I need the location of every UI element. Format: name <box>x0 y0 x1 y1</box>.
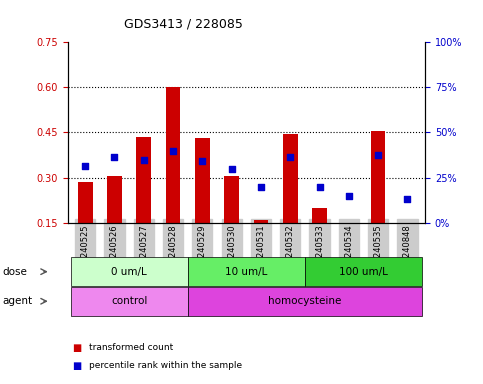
Text: GDS3413 / 228085: GDS3413 / 228085 <box>124 17 243 30</box>
Bar <box>254 220 268 223</box>
Text: transformed count: transformed count <box>89 343 173 352</box>
Bar <box>283 134 298 223</box>
Text: percentile rank within the sample: percentile rank within the sample <box>89 361 242 370</box>
Point <box>374 152 382 158</box>
Bar <box>195 139 210 223</box>
Text: 10 um/L: 10 um/L <box>225 266 268 277</box>
Point <box>81 162 89 169</box>
Bar <box>312 208 327 223</box>
Text: 100 um/L: 100 um/L <box>339 266 388 277</box>
Text: dose: dose <box>2 266 28 277</box>
Point <box>316 184 324 190</box>
Point <box>345 193 353 199</box>
Point <box>286 154 294 160</box>
Bar <box>371 131 385 223</box>
Point <box>111 154 118 160</box>
Bar <box>225 176 239 223</box>
Point <box>169 147 177 154</box>
Text: agent: agent <box>2 296 32 306</box>
Point <box>257 184 265 190</box>
Point <box>404 195 412 202</box>
Text: homocysteine: homocysteine <box>268 296 341 306</box>
Bar <box>107 176 122 223</box>
Bar <box>166 88 181 223</box>
Bar <box>137 137 151 223</box>
Text: ■: ■ <box>72 343 82 353</box>
Point <box>140 157 148 163</box>
Point <box>228 166 236 172</box>
Text: 0 um/L: 0 um/L <box>111 266 147 277</box>
Text: ■: ■ <box>72 361 82 371</box>
Point <box>199 158 206 164</box>
Bar <box>78 182 93 223</box>
Text: control: control <box>111 296 147 306</box>
